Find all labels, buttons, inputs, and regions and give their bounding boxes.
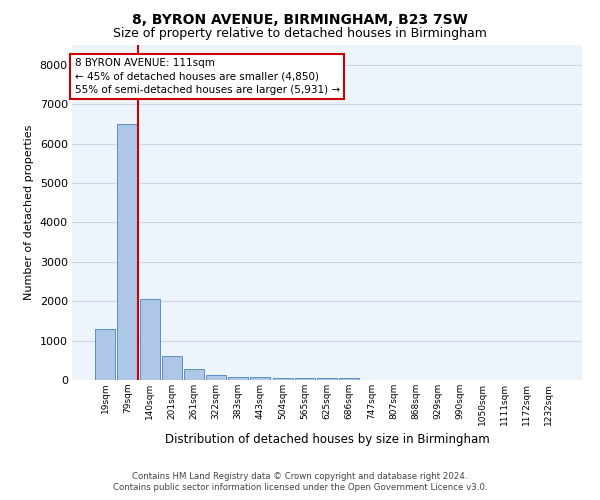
Bar bbox=[95, 329, 115, 380]
Bar bbox=[250, 378, 271, 380]
Bar bbox=[184, 369, 204, 380]
X-axis label: Distribution of detached houses by size in Birmingham: Distribution of detached houses by size … bbox=[164, 433, 490, 446]
Bar bbox=[140, 299, 160, 380]
Text: 8 BYRON AVENUE: 111sqm
← 45% of detached houses are smaller (4,850)
55% of semi-: 8 BYRON AVENUE: 111sqm ← 45% of detached… bbox=[74, 58, 340, 95]
Y-axis label: Number of detached properties: Number of detached properties bbox=[24, 125, 34, 300]
Bar bbox=[118, 124, 137, 380]
Bar bbox=[162, 356, 182, 380]
Bar bbox=[228, 377, 248, 380]
Text: Size of property relative to detached houses in Birmingham: Size of property relative to detached ho… bbox=[113, 28, 487, 40]
Bar bbox=[295, 378, 315, 380]
Text: Contains HM Land Registry data © Crown copyright and database right 2024.
Contai: Contains HM Land Registry data © Crown c… bbox=[113, 472, 487, 492]
Text: 8, BYRON AVENUE, BIRMINGHAM, B23 7SW: 8, BYRON AVENUE, BIRMINGHAM, B23 7SW bbox=[132, 12, 468, 26]
Bar bbox=[339, 378, 359, 380]
Bar bbox=[272, 378, 293, 380]
Bar bbox=[317, 378, 337, 380]
Bar bbox=[206, 376, 226, 380]
